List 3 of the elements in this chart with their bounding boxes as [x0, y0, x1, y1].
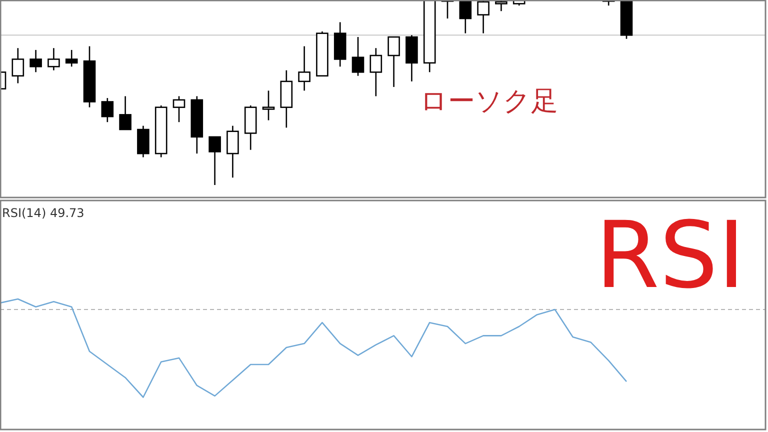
annotation: ローソク足	[420, 86, 558, 117]
chart-title: RSI(14) 49.73	[2, 206, 84, 220]
annotation: RSI	[596, 202, 745, 309]
